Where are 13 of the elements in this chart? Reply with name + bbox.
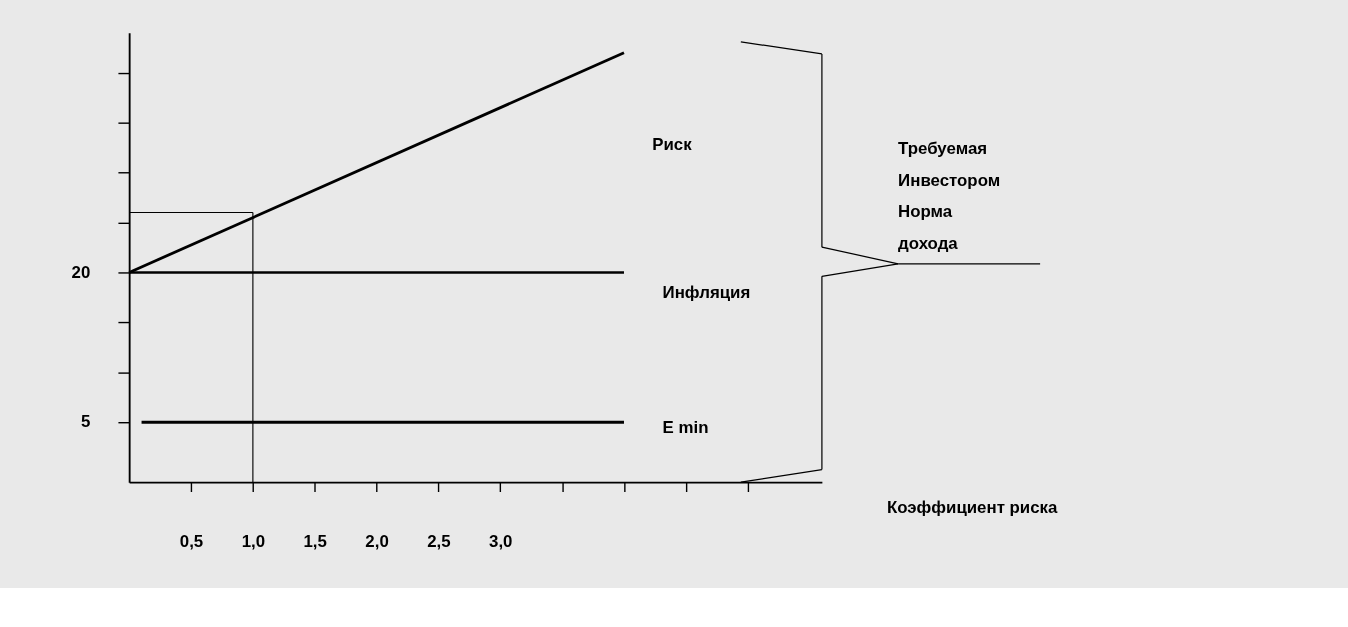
text: Требуемая Инвестором Норма дохода — [898, 138, 1001, 254]
y-tick-label: 20 — [71, 262, 91, 282]
y-tick-label: 5 — [80, 412, 91, 432]
x-tick-label: 1,0 — [241, 532, 266, 552]
x-tick-label: 0,5 — [179, 532, 204, 552]
x-tick-label: 1,5 — [303, 532, 327, 552]
x-tick-label: 3,0 — [489, 532, 513, 552]
annotation: Инфляция — [662, 283, 751, 303]
x-tick-label: 2,5 — [427, 532, 451, 552]
annotation: E min — [662, 417, 709, 437]
x-tick-label: 2,0 — [365, 532, 389, 552]
x-axis-title: Коэффициент риска — [886, 497, 1059, 517]
annotation: Риск — [652, 134, 693, 154]
